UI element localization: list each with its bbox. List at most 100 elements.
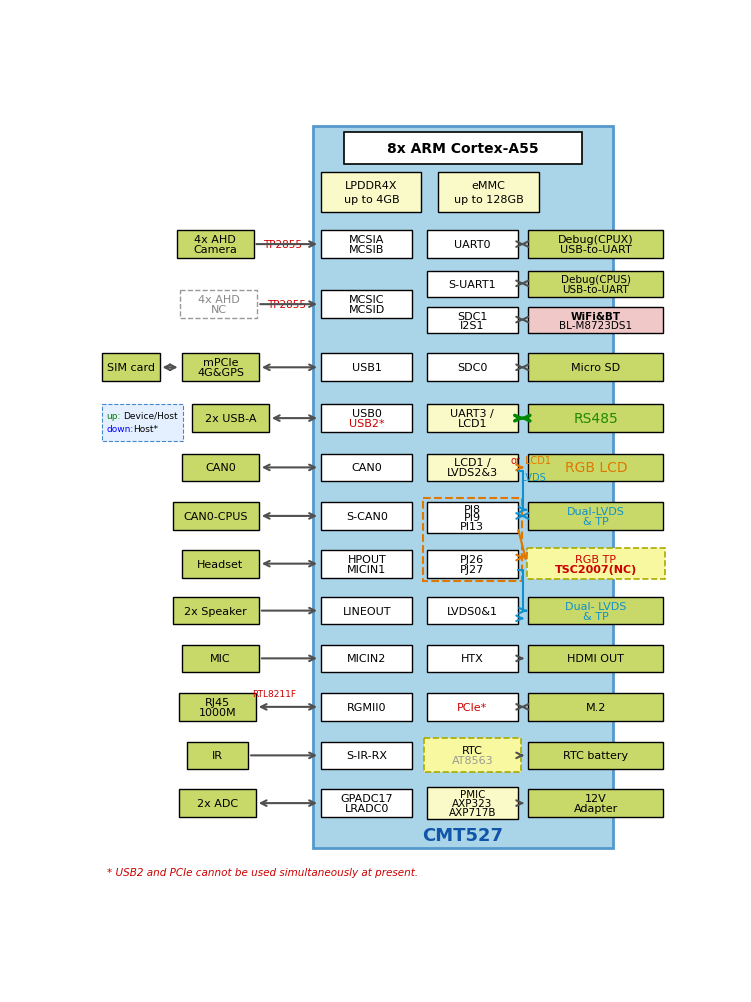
FancyBboxPatch shape bbox=[529, 693, 663, 721]
Text: up to 4GB: up to 4GB bbox=[344, 194, 400, 204]
FancyBboxPatch shape bbox=[427, 741, 517, 770]
Text: MCSIB: MCSIB bbox=[349, 244, 385, 255]
FancyBboxPatch shape bbox=[321, 231, 412, 259]
Text: I2S1: I2S1 bbox=[460, 321, 484, 331]
Text: 4x AHD: 4x AHD bbox=[195, 234, 236, 244]
Text: PI9: PI9 bbox=[463, 513, 481, 523]
Text: PI8: PI8 bbox=[463, 505, 481, 515]
Text: PJ26: PJ26 bbox=[460, 554, 484, 564]
Text: UART3 /: UART3 / bbox=[451, 409, 494, 419]
FancyBboxPatch shape bbox=[321, 454, 412, 482]
Text: RGB TP: RGB TP bbox=[575, 554, 617, 564]
Text: CMT527: CMT527 bbox=[423, 827, 503, 845]
FancyBboxPatch shape bbox=[427, 550, 517, 578]
Text: WiFi&BT: WiFi&BT bbox=[571, 312, 621, 322]
FancyBboxPatch shape bbox=[173, 503, 259, 530]
Text: eMMC: eMMC bbox=[472, 180, 505, 190]
FancyBboxPatch shape bbox=[182, 645, 259, 672]
Text: Dual-LVDS: Dual-LVDS bbox=[567, 506, 625, 516]
FancyBboxPatch shape bbox=[427, 693, 517, 721]
Text: 2x ADC: 2x ADC bbox=[197, 799, 238, 809]
FancyBboxPatch shape bbox=[427, 645, 517, 672]
FancyBboxPatch shape bbox=[427, 788, 517, 820]
Text: BL-M8723DS1: BL-M8723DS1 bbox=[559, 321, 632, 331]
Text: up:: up: bbox=[107, 411, 121, 420]
Text: LCD1: LCD1 bbox=[526, 455, 551, 465]
Text: 1000M: 1000M bbox=[198, 707, 237, 717]
Text: down:: down: bbox=[107, 425, 134, 434]
FancyBboxPatch shape bbox=[102, 405, 182, 442]
Text: LCD1: LCD1 bbox=[457, 419, 487, 429]
FancyBboxPatch shape bbox=[427, 503, 517, 533]
Text: LVDS: LVDS bbox=[520, 472, 545, 482]
Text: IR: IR bbox=[212, 750, 223, 761]
FancyBboxPatch shape bbox=[321, 354, 412, 382]
Text: TP2855: TP2855 bbox=[263, 239, 302, 249]
FancyBboxPatch shape bbox=[179, 790, 256, 818]
FancyBboxPatch shape bbox=[344, 132, 582, 165]
FancyBboxPatch shape bbox=[321, 172, 421, 212]
FancyBboxPatch shape bbox=[182, 550, 259, 578]
FancyBboxPatch shape bbox=[180, 291, 258, 319]
Text: Dual- LVDS: Dual- LVDS bbox=[566, 601, 626, 611]
Text: mPCIe: mPCIe bbox=[203, 358, 238, 368]
Text: HDMI OUT: HDMI OUT bbox=[568, 653, 624, 663]
Text: HTX: HTX bbox=[461, 653, 484, 663]
Text: & TP: & TP bbox=[583, 611, 609, 621]
FancyBboxPatch shape bbox=[529, 231, 663, 259]
Text: SDC0: SDC0 bbox=[457, 363, 487, 373]
FancyBboxPatch shape bbox=[179, 693, 256, 721]
FancyBboxPatch shape bbox=[529, 503, 663, 530]
Text: GPADC17: GPADC17 bbox=[340, 794, 393, 804]
Text: RJ45: RJ45 bbox=[205, 697, 230, 707]
FancyBboxPatch shape bbox=[321, 645, 412, 672]
Text: CAN0-CPUS: CAN0-CPUS bbox=[184, 511, 248, 521]
FancyBboxPatch shape bbox=[427, 354, 517, 382]
Text: Adapter: Adapter bbox=[574, 804, 618, 814]
Text: USB-to-UART: USB-to-UART bbox=[562, 285, 629, 295]
Text: USB0: USB0 bbox=[352, 409, 382, 419]
FancyBboxPatch shape bbox=[102, 354, 160, 382]
Text: up to 128GB: up to 128GB bbox=[454, 194, 523, 204]
FancyBboxPatch shape bbox=[427, 597, 517, 625]
FancyBboxPatch shape bbox=[427, 308, 517, 334]
Text: UART0: UART0 bbox=[454, 239, 490, 249]
Text: MICIN2: MICIN2 bbox=[347, 653, 387, 663]
Text: USB2*: USB2* bbox=[349, 419, 385, 429]
Text: Camera: Camera bbox=[193, 244, 237, 255]
Text: Headset: Headset bbox=[198, 559, 243, 569]
FancyBboxPatch shape bbox=[529, 354, 663, 382]
Text: S-UART1: S-UART1 bbox=[448, 280, 496, 290]
Text: 2x Speaker: 2x Speaker bbox=[185, 606, 247, 616]
FancyBboxPatch shape bbox=[527, 549, 665, 579]
FancyBboxPatch shape bbox=[529, 741, 663, 770]
FancyBboxPatch shape bbox=[439, 172, 538, 212]
Text: PJ27: PJ27 bbox=[460, 564, 484, 574]
Text: M.2: M.2 bbox=[586, 702, 606, 712]
Text: MIC: MIC bbox=[210, 653, 231, 663]
FancyBboxPatch shape bbox=[529, 308, 663, 334]
FancyBboxPatch shape bbox=[427, 405, 517, 433]
FancyBboxPatch shape bbox=[427, 454, 517, 482]
Text: AXP323: AXP323 bbox=[452, 799, 493, 809]
FancyBboxPatch shape bbox=[192, 405, 269, 433]
Text: LRADC0: LRADC0 bbox=[345, 804, 389, 814]
FancyBboxPatch shape bbox=[313, 126, 614, 848]
Text: RTC battery: RTC battery bbox=[563, 750, 629, 761]
FancyBboxPatch shape bbox=[176, 231, 254, 259]
FancyBboxPatch shape bbox=[427, 272, 517, 298]
FancyBboxPatch shape bbox=[529, 272, 663, 298]
Text: Device/Host: Device/Host bbox=[123, 411, 178, 420]
Text: MCSID: MCSID bbox=[348, 305, 385, 315]
Text: * USB2 and PCIe cannot be used simultaneously at present.: * USB2 and PCIe cannot be used simultane… bbox=[107, 868, 418, 878]
FancyBboxPatch shape bbox=[321, 550, 412, 578]
Text: PI13: PI13 bbox=[460, 521, 484, 531]
Text: MCSIC: MCSIC bbox=[349, 295, 385, 305]
Text: USB-to-UART: USB-to-UART bbox=[560, 244, 632, 255]
FancyBboxPatch shape bbox=[529, 645, 663, 672]
FancyBboxPatch shape bbox=[529, 790, 663, 818]
Text: LCD1 /: LCD1 / bbox=[454, 458, 490, 468]
Text: AT8563: AT8563 bbox=[451, 756, 493, 766]
FancyBboxPatch shape bbox=[529, 597, 663, 625]
Text: LVDS0&1: LVDS0&1 bbox=[447, 606, 498, 616]
